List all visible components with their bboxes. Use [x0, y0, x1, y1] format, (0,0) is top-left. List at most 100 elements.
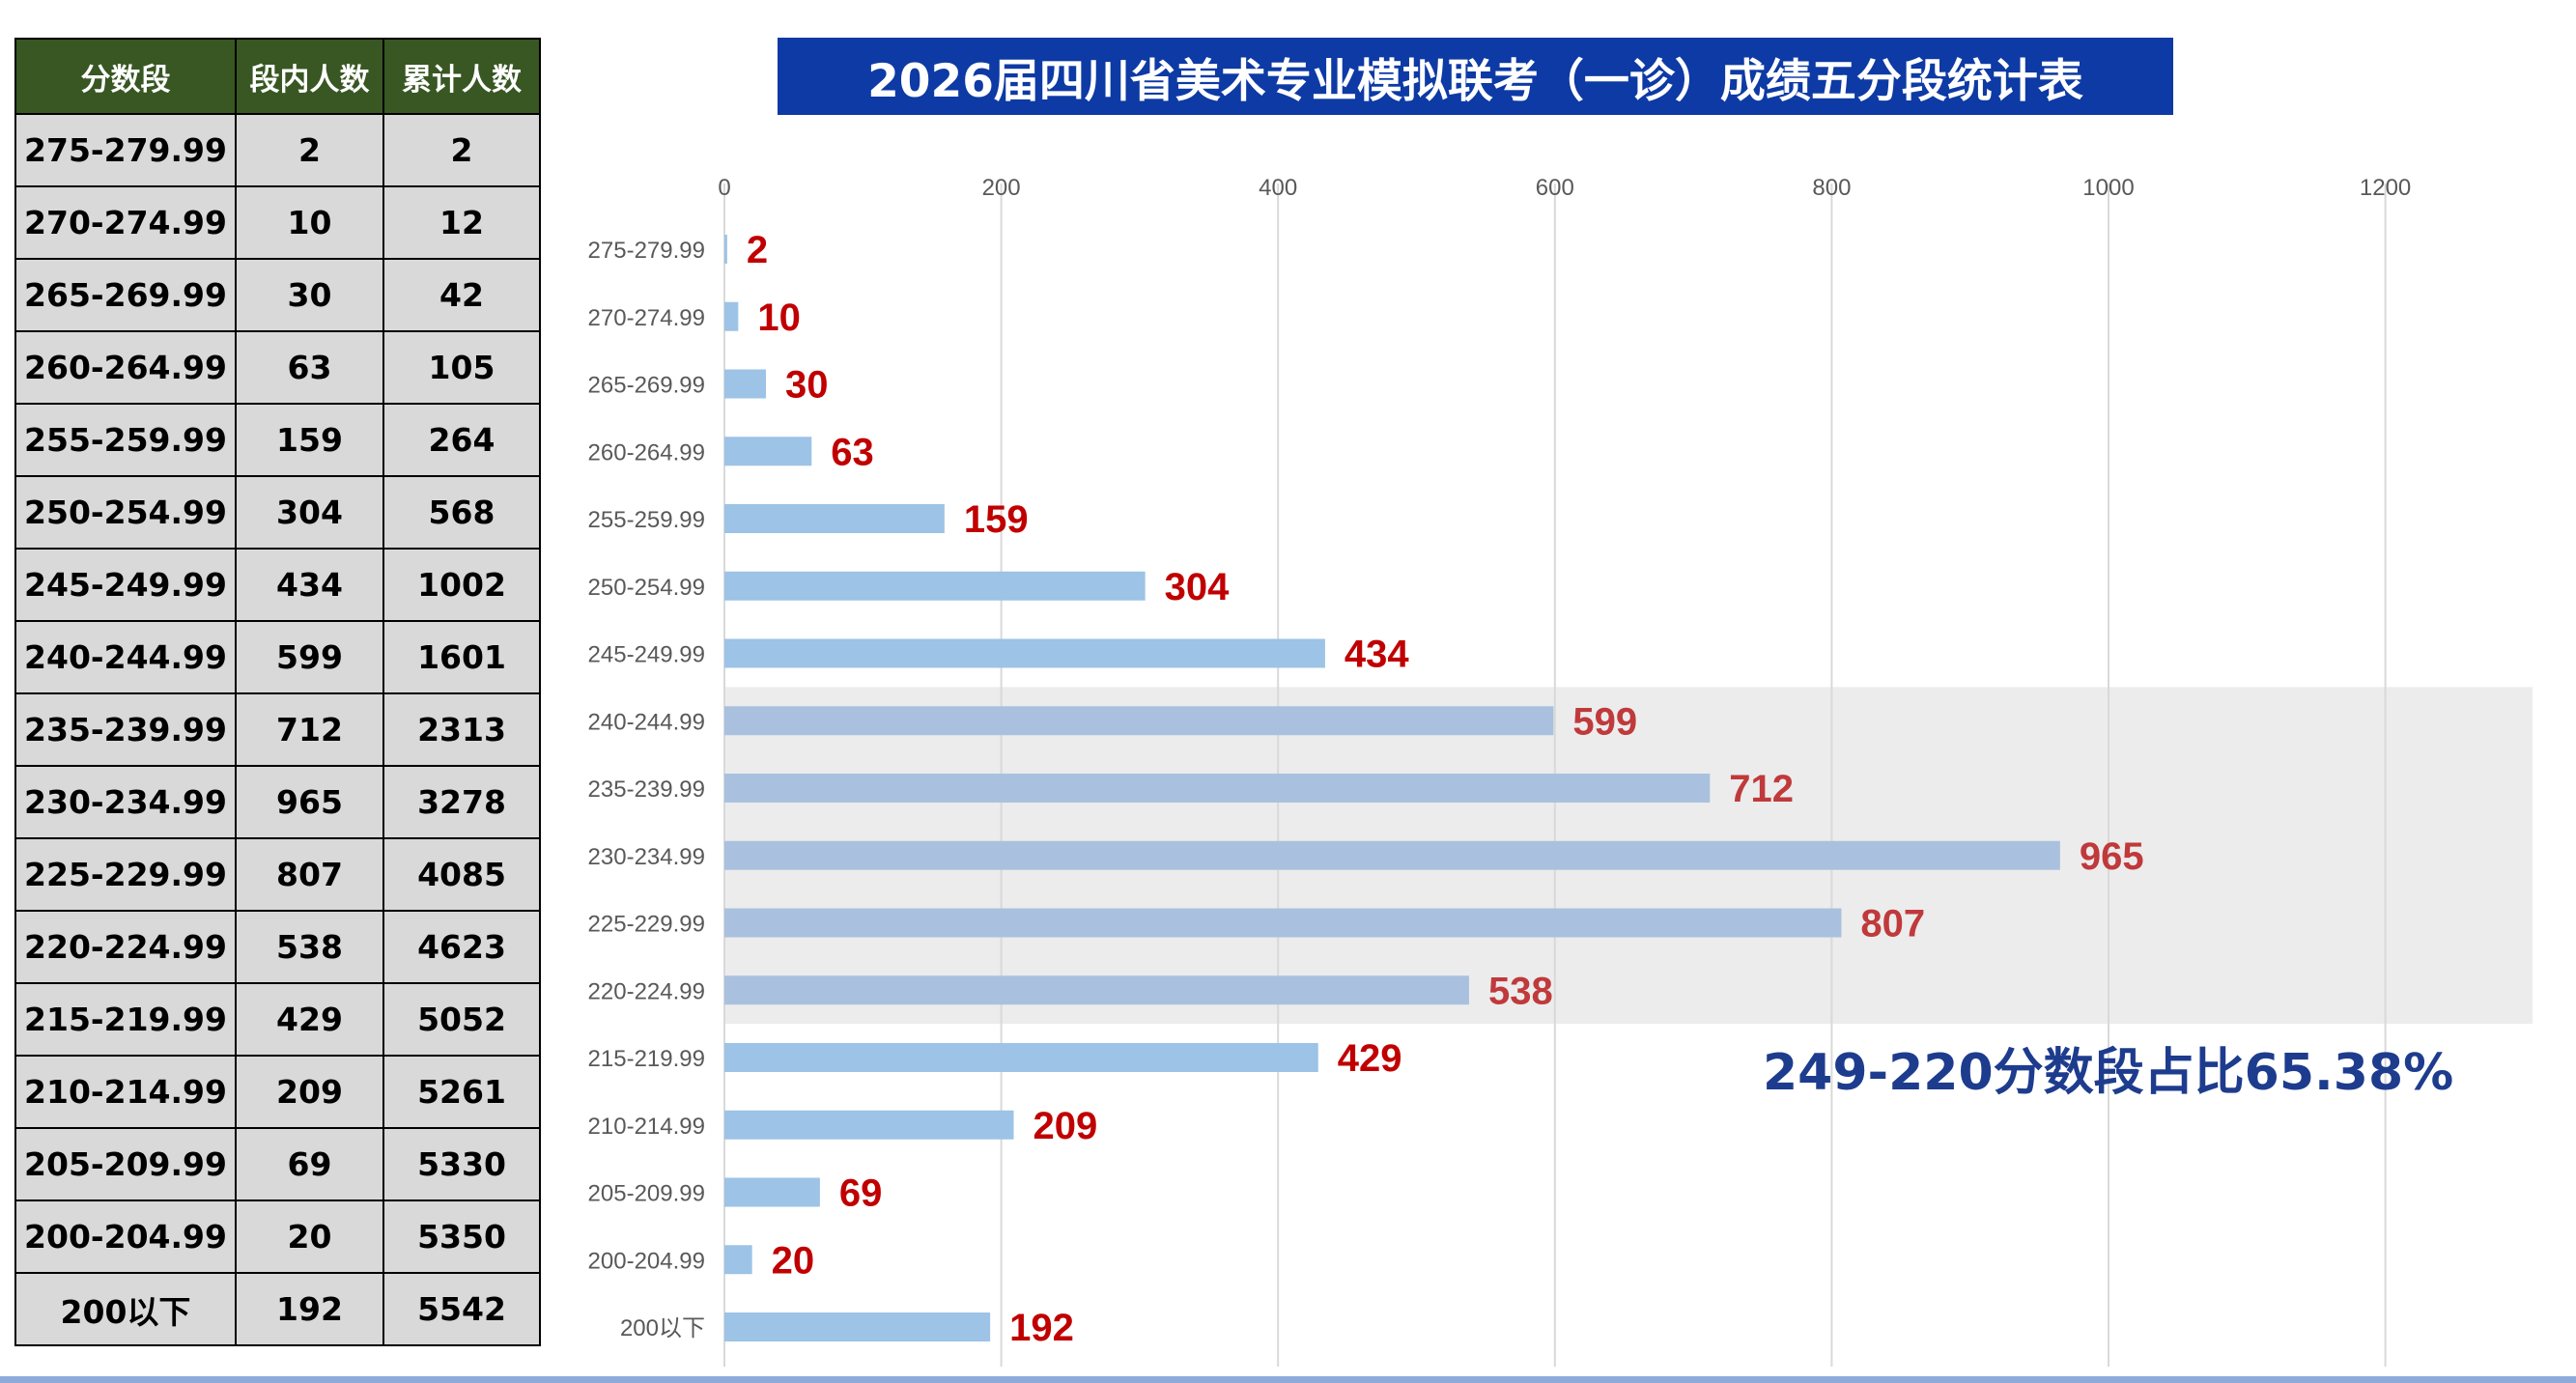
bar	[724, 706, 1554, 736]
category-label: 205-209.99	[588, 1181, 705, 1207]
cell-cumulative-count: 1601	[382, 620, 541, 694]
value-label: 599	[1572, 700, 1637, 743]
category-label: 220-224.99	[588, 978, 705, 1004]
value-label: 965	[2080, 835, 2144, 878]
value-label: 20	[772, 1239, 815, 1282]
category-label: 225-229.99	[588, 912, 705, 938]
cell-cumulative-count: 5350	[382, 1200, 541, 1274]
table-row: 250-254.99 304 568	[14, 475, 541, 550]
category-label: 260-264.99	[588, 439, 705, 466]
table-row: 270-274.99 10 12	[14, 185, 541, 260]
cell-score-range: 205-209.99	[14, 1127, 237, 1201]
cell-count-in-range: 965	[235, 765, 384, 839]
chart-title-banner: 2026届四川省美术专业模拟联考（一诊）成绩五分段统计表	[778, 38, 2173, 115]
bar	[724, 1177, 820, 1207]
table-row: 235-239.99 712 2313	[14, 692, 541, 767]
cell-count-in-range: 63	[235, 330, 384, 405]
cell-cumulative-count: 264	[382, 403, 541, 477]
table-row: 230-234.99 965 3278	[14, 765, 541, 839]
bar	[724, 908, 1842, 938]
category-label: 275-279.99	[588, 238, 705, 264]
cell-score-range: 230-234.99	[14, 765, 237, 839]
value-label: 712	[1729, 768, 1794, 810]
value-label: 10	[757, 296, 801, 339]
cell-score-range: 225-229.99	[14, 837, 237, 912]
cell-cumulative-count: 4085	[382, 837, 541, 912]
category-label: 200以下	[620, 1315, 705, 1341]
bar	[724, 1110, 1014, 1140]
cell-cumulative-count: 2313	[382, 692, 541, 767]
table-row: 240-244.99 599 1601	[14, 620, 541, 694]
header-cumulative-count: 累计人数	[382, 38, 541, 115]
cell-cumulative-count: 12	[382, 185, 541, 260]
cell-cumulative-count: 2	[382, 113, 541, 187]
cell-count-in-range: 429	[235, 982, 384, 1057]
cell-cumulative-count: 1002	[382, 548, 541, 622]
header-count-in-range: 段内人数	[235, 38, 384, 115]
cell-score-range: 270-274.99	[14, 185, 237, 260]
cell-count-in-range: 538	[235, 910, 384, 984]
value-label: 304	[1165, 566, 1230, 608]
x-tick-label: 400	[1259, 175, 1297, 201]
bar	[724, 1043, 1318, 1072]
table-row: 215-219.99 429 5052	[14, 982, 541, 1057]
cell-score-range: 260-264.99	[14, 330, 237, 405]
cell-cumulative-count: 42	[382, 258, 541, 332]
cell-count-in-range: 712	[235, 692, 384, 767]
category-label: 235-239.99	[588, 776, 705, 803]
category-label: 240-244.99	[588, 709, 705, 735]
table-row: 205-209.99 69 5330	[14, 1127, 541, 1201]
cell-count-in-range: 30	[235, 258, 384, 332]
cell-score-range: 200-204.99	[14, 1200, 237, 1274]
cell-score-range: 275-279.99	[14, 113, 237, 187]
cell-cumulative-count: 5542	[382, 1272, 541, 1346]
bar	[724, 301, 739, 331]
value-label: 69	[839, 1172, 883, 1215]
table-row: 225-229.99 807 4085	[14, 837, 541, 912]
bar	[724, 975, 1469, 1005]
category-label: 270-274.99	[588, 305, 705, 331]
x-tick-label: 200	[982, 175, 1021, 201]
value-label: 209	[1033, 1105, 1097, 1147]
category-label: 210-214.99	[588, 1114, 705, 1140]
bar	[724, 235, 727, 264]
category-label: 265-269.99	[588, 373, 705, 399]
bar	[724, 437, 812, 466]
score-table: 分数段 段内人数 累计人数 275-279.99 2 2 270-274.99 10 12…	[14, 38, 541, 1346]
cell-cumulative-count: 5052	[382, 982, 541, 1057]
category-label: 200-204.99	[588, 1248, 705, 1274]
table-row: 210-214.99 209 5261	[14, 1055, 541, 1129]
cell-count-in-range: 599	[235, 620, 384, 694]
cell-count-in-range: 192	[235, 1272, 384, 1346]
bar	[724, 774, 1711, 803]
category-label: 255-259.99	[588, 507, 705, 533]
category-label: 215-219.99	[588, 1046, 705, 1072]
cell-cumulative-count: 5261	[382, 1055, 541, 1129]
value-label: 159	[964, 498, 1029, 541]
cell-count-in-range: 2	[235, 113, 384, 187]
bar	[724, 840, 2060, 870]
x-tick-label: 1200	[2360, 175, 2411, 201]
value-label: 2	[747, 229, 768, 271]
table-row: 260-264.99 63 105	[14, 330, 541, 405]
bar	[724, 638, 1325, 668]
cell-cumulative-count: 3278	[382, 765, 541, 839]
table-row: 200-204.99 20 5350	[14, 1200, 541, 1274]
bar	[724, 571, 1146, 601]
category-label: 245-249.99	[588, 642, 705, 668]
value-label: 30	[785, 364, 829, 407]
bar	[724, 369, 766, 399]
cell-cumulative-count: 105	[382, 330, 541, 405]
category-label: 230-234.99	[588, 844, 705, 870]
cell-cumulative-count: 568	[382, 475, 541, 550]
cell-score-range: 240-244.99	[14, 620, 237, 694]
table-body: 275-279.99 2 2 270-274.99 10 12 265-269.99 30 42…	[14, 113, 541, 1346]
cell-score-range: 235-239.99	[14, 692, 237, 767]
cell-score-range: 255-259.99	[14, 403, 237, 477]
chart-title: 2026届四川省美术专业模拟联考（一诊）成绩五分段统计表	[867, 54, 2083, 108]
cell-score-range: 215-219.99	[14, 982, 237, 1057]
table-row: 245-249.99 434 1002	[14, 548, 541, 622]
value-label: 192	[1009, 1307, 1074, 1349]
value-label: 538	[1488, 970, 1553, 1012]
cell-score-range: 200以下	[14, 1272, 237, 1346]
